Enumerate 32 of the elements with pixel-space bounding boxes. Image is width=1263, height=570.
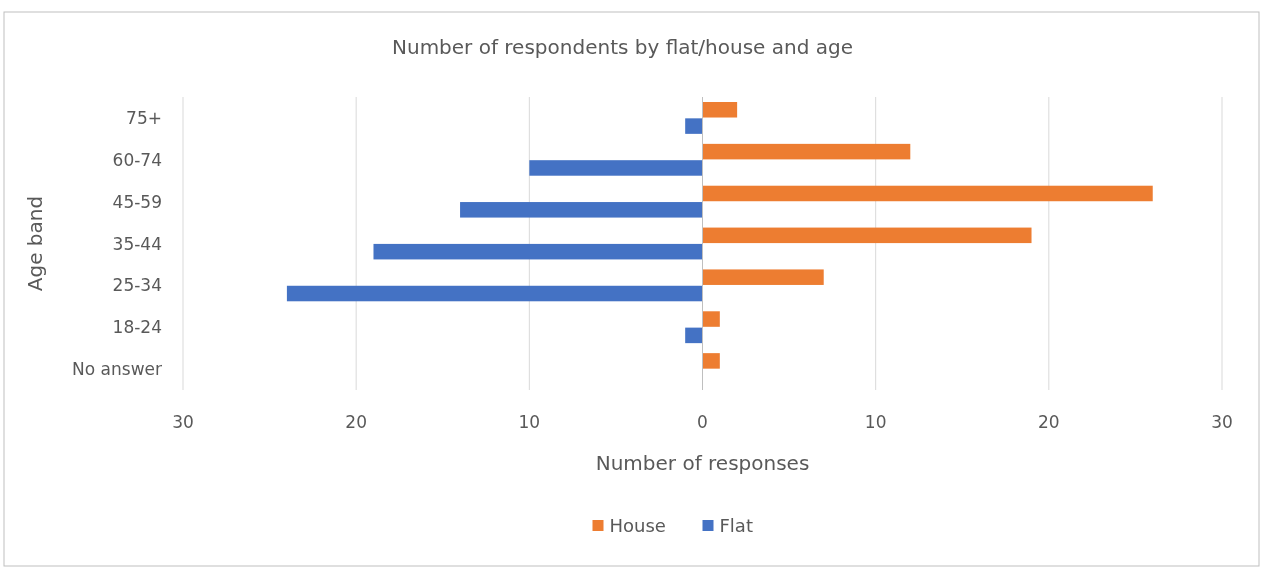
bar (702, 269, 824, 285)
legend-label: House (609, 515, 666, 536)
bar (702, 353, 720, 369)
y-tick-label: 75+ (126, 107, 162, 128)
y-tick-label: 45-59 (112, 191, 162, 212)
x-tick-label: 30 (172, 412, 194, 432)
y-axis-title: Age band (23, 195, 47, 292)
chart-title: Number of respondents by flat/house and age (392, 35, 853, 59)
x-tick-label: 30 (1211, 412, 1233, 432)
x-tick-label: 10 (864, 412, 887, 432)
x-axis-title: Number of responses (595, 451, 810, 475)
bar (702, 185, 1153, 202)
legend-label: Flat (719, 515, 753, 536)
bar (685, 118, 703, 134)
x-tick-label: 20 (1038, 412, 1060, 432)
bar (286, 285, 703, 302)
bar (685, 327, 703, 344)
y-tick-label: 35-44 (112, 233, 162, 254)
bar (702, 227, 1032, 244)
y-tick-label: 60-74 (112, 149, 162, 170)
y-tick-label: 25-34 (112, 275, 162, 296)
y-tick-label: No answer (72, 359, 162, 380)
bar (529, 160, 703, 176)
bar (373, 243, 703, 260)
x-tick-label: 0 (697, 412, 708, 432)
bar (702, 143, 911, 160)
x-tick-label: 10 (518, 412, 541, 432)
bar (460, 202, 703, 218)
y-tick-label: 18-24 (112, 317, 162, 338)
bar (702, 102, 738, 118)
bar (702, 311, 720, 327)
x-tick-label: 20 (345, 412, 367, 432)
